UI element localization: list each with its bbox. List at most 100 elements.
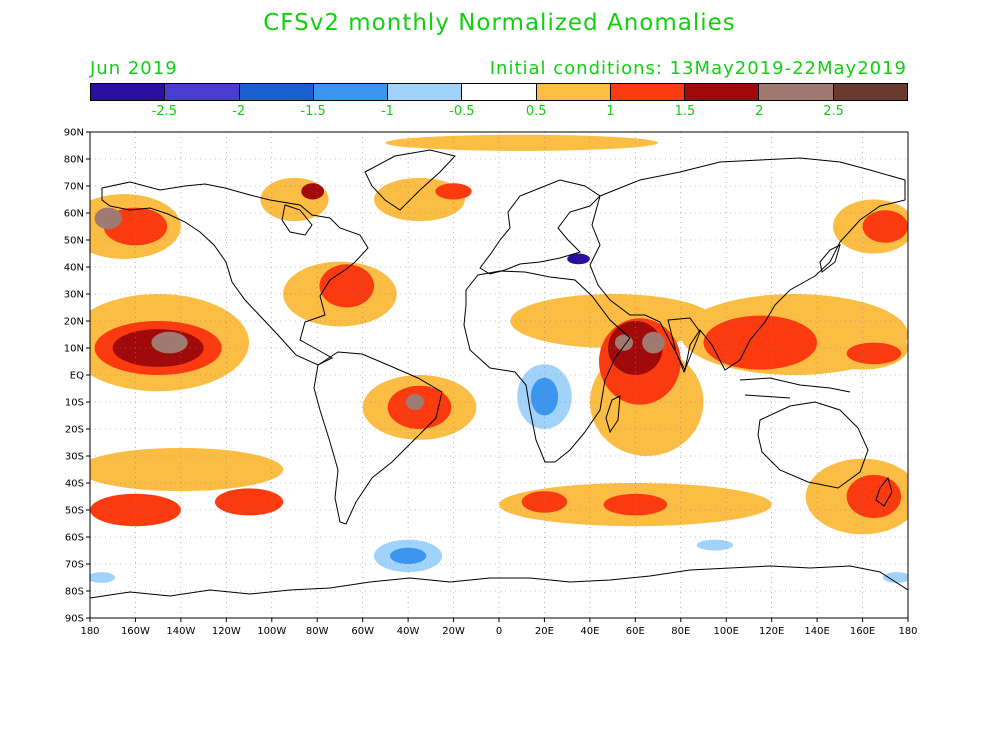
coast-africa: [463, 270, 631, 463]
coast-north-america: [101, 181, 369, 366]
legend-swatch-7: [610, 84, 686, 100]
lon-tick-label: 100E: [714, 626, 739, 637]
coast-europe: [479, 179, 601, 275]
lat-tick-label: 80N: [64, 155, 84, 166]
lat-tick-label: 80S: [65, 587, 84, 598]
legend-swatch-6: [536, 84, 611, 100]
anomaly-region: [846, 342, 902, 365]
legend-label: -2: [232, 104, 246, 119]
gridlines: [90, 132, 908, 618]
lon-tick-label: 180: [80, 626, 99, 637]
coast-greenland: [364, 149, 456, 211]
legend-label: -2.5: [151, 104, 178, 119]
lat-tick-label: 30N: [64, 290, 84, 301]
legend-label: 1.5: [674, 104, 696, 119]
legend-swatch-9: [759, 84, 834, 100]
lon-tick-label: 160W: [121, 626, 150, 637]
lon-tick-label: 20W: [442, 626, 465, 637]
legend-label: 0.5: [525, 104, 547, 119]
coast-maritime-continent: [739, 377, 851, 399]
anomaly-region: [151, 331, 188, 354]
legend-swatch-8: [685, 84, 760, 100]
legend-label: 1: [606, 104, 615, 119]
anomaly-region: [389, 547, 427, 565]
coast-australia: [757, 401, 869, 489]
lat-tick-label: 60S: [65, 533, 84, 544]
legend-swatch-3: [313, 84, 389, 100]
anomaly-region: [883, 572, 908, 583]
legend-swatch-1: [165, 84, 240, 100]
lat-tick-label: 20N: [64, 317, 84, 328]
legend-swatch-5: [462, 84, 537, 100]
lon-tick-label: 140E: [804, 626, 829, 637]
anomaly-region: [530, 377, 559, 416]
anomaly-region: [696, 539, 734, 551]
color-legend-bar: [90, 83, 908, 101]
legend-swatch-0: [91, 84, 166, 100]
legend-label: 2.5: [823, 104, 844, 119]
lon-tick-label: 140W: [166, 626, 195, 637]
lat-tick-label: 50S: [65, 506, 84, 517]
anomaly-region: [385, 134, 659, 151]
legend-label: -0.5: [449, 104, 475, 119]
anomaly-region: [90, 447, 284, 492]
lat-tick-label: 40S: [65, 479, 84, 490]
coast-antarctica: [90, 565, 908, 599]
coast-madagascar: [605, 395, 621, 434]
anomaly-region: [846, 474, 902, 519]
legend-label: -1.5: [300, 104, 326, 119]
coast-india: [667, 317, 701, 374]
anomaly-region: [567, 253, 590, 265]
anomaly-region: [90, 572, 115, 583]
legend-label: -1: [380, 104, 394, 119]
lon-tick-label: 40E: [580, 626, 599, 637]
anomaly-region: [405, 393, 425, 411]
lat-tick-label: 20S: [65, 425, 84, 436]
lon-tick-label: 100W: [257, 626, 286, 637]
anomaly-region: [301, 183, 325, 200]
lon-tick-label: 80E: [671, 626, 690, 637]
coast-new-zealand: [875, 476, 893, 507]
lon-tick-label: 20E: [535, 626, 554, 637]
latitude-axis: 90N 80N 70N 60N 50N 40N 30N 20N 10N EQ 10S 20S 30S 40…: [64, 128, 90, 625]
lat-tick-label: 70N: [64, 182, 84, 193]
legend-swatch-2: [239, 84, 314, 100]
lat-tick-label: 90N: [64, 128, 84, 139]
coast-hudson-bay: [281, 204, 313, 236]
lat-tick-label: EQ: [70, 371, 84, 382]
lat-tick-label: 50N: [64, 236, 84, 247]
lat-tick-label: 10N: [64, 344, 84, 355]
lat-tick-label: 40N: [64, 263, 84, 274]
anomaly-region: [614, 334, 634, 351]
lon-tick-label: 160E: [850, 626, 875, 637]
initial-conditions: Initial conditions: 13May2019-22May2019: [489, 58, 907, 79]
lat-tick-label: 60N: [64, 209, 84, 220]
lon-tick-label: 80W: [306, 626, 329, 637]
lat-tick-label: 30S: [65, 452, 84, 463]
anomaly-region: [319, 264, 375, 308]
coast-japan: [819, 244, 841, 273]
anomaly-region: [521, 491, 568, 513]
lon-tick-label: 120W: [212, 626, 241, 637]
lon-tick-label: 60E: [626, 626, 645, 637]
lon-tick-label: 40W: [397, 626, 420, 637]
lat-tick-label: 10S: [65, 398, 84, 409]
longitude-axis: 180 160W 140W 120W 100W 80W 60W 40W 20W 0 20E 40E 60…: [80, 618, 918, 637]
coast-south-america: [313, 351, 443, 525]
anomaly-region: [94, 207, 122, 230]
anomaly-region: [214, 488, 284, 516]
forecast-month: Jun 2019: [90, 58, 178, 79]
anomaly-region: [862, 210, 908, 243]
lon-tick-label: 60W: [351, 626, 374, 637]
anomaly-region: [603, 493, 668, 516]
anomaly-region: [703, 315, 818, 370]
lon-tick-label: 180: [898, 626, 917, 637]
anomaly-region: [260, 177, 329, 222]
anomaly-region: [435, 183, 472, 200]
lat-tick-label: 70S: [65, 560, 84, 571]
coastlines: [90, 149, 908, 599]
legend-swatch-4: [388, 84, 463, 100]
lon-tick-label: 0: [496, 626, 502, 637]
legend-swatch-10: [833, 84, 907, 100]
